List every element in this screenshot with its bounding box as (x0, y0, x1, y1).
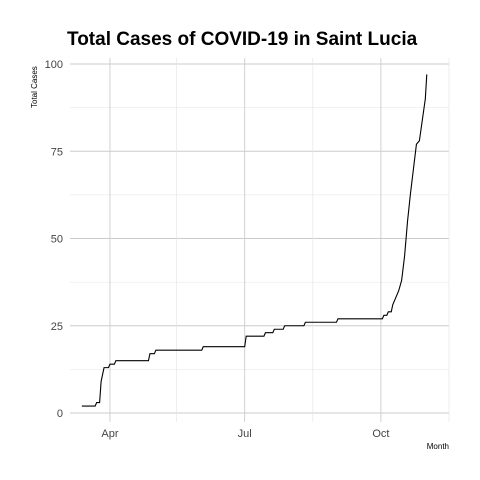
y-tick-label: 25 (51, 321, 63, 333)
y-tick-label: 100 (45, 59, 63, 71)
x-tick-label: Oct (372, 428, 389, 440)
y-tick-label: 0 (57, 408, 63, 420)
plot-area (81, 74, 428, 407)
series-line (81, 74, 428, 407)
x-tick-label: Apr (101, 428, 118, 440)
x-tick-label: Jul (238, 428, 252, 440)
x-axis-label: Month (427, 442, 449, 451)
gridlines (70, 58, 450, 422)
tick-labels: 0 25 50 75 100 Apr Jul Oct (45, 59, 390, 440)
chart-title: Total Cases of COVID-19 in Saint Lucia (67, 29, 418, 50)
y-axis-label: Total Cases (30, 66, 39, 108)
y-tick-label: 50 (51, 234, 63, 246)
y-tick-label: 75 (51, 146, 63, 158)
